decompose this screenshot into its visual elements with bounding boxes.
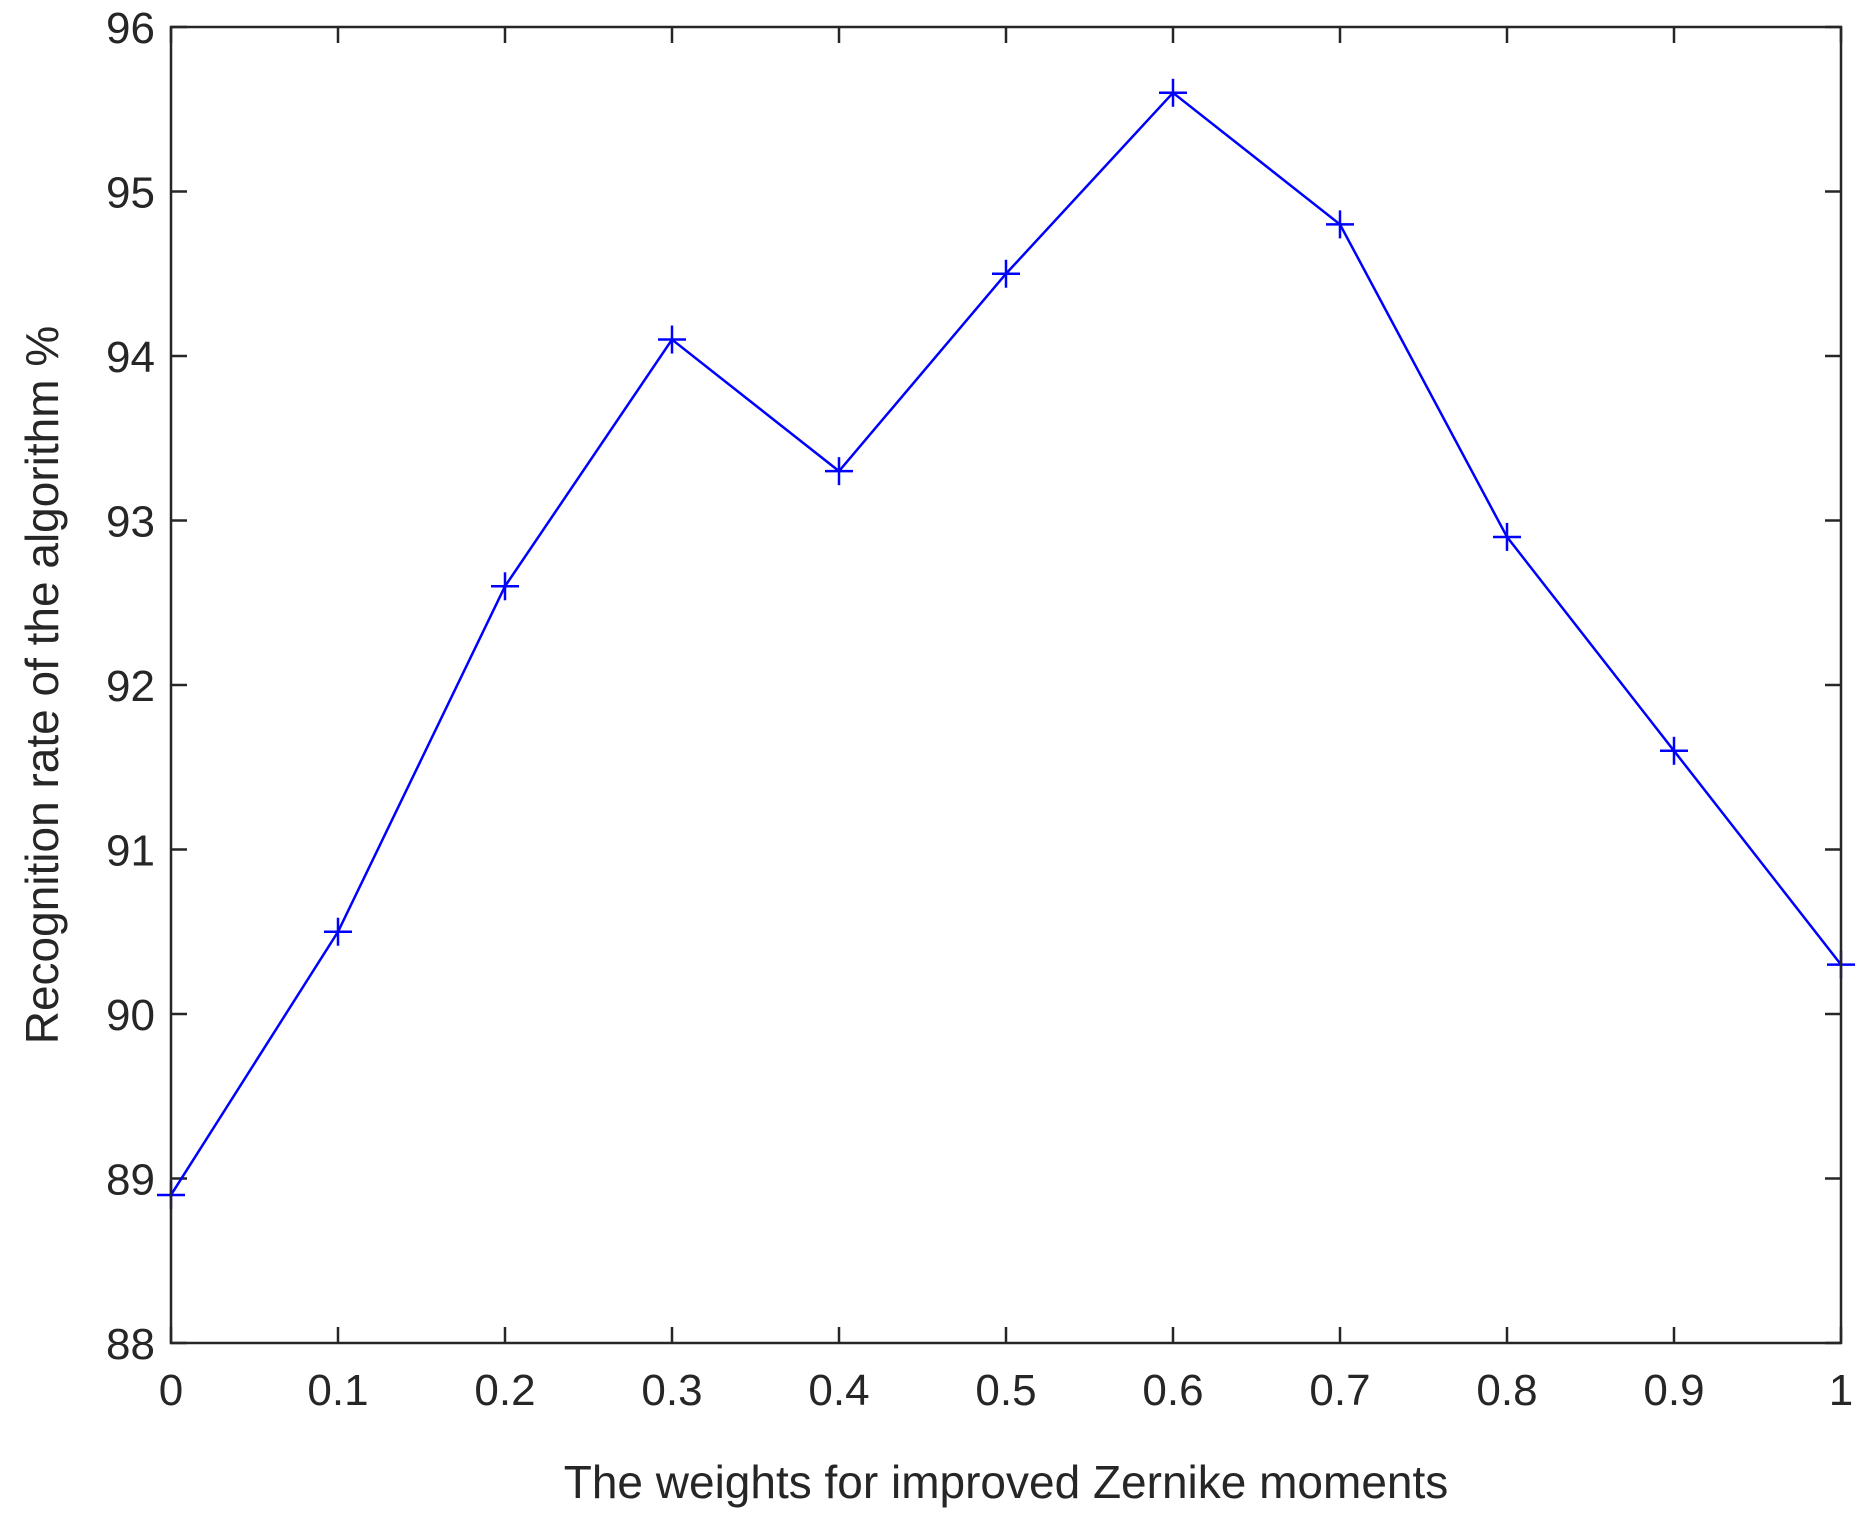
x-axis-title: The weights for improved Zernike moments — [564, 1456, 1449, 1508]
x-tick-label: 0.2 — [474, 1366, 535, 1415]
x-tick-label: 0.9 — [1643, 1366, 1704, 1415]
y-tick-label: 93 — [106, 498, 155, 547]
y-tick-label: 95 — [106, 169, 155, 218]
x-tick-label: 0.5 — [975, 1366, 1036, 1415]
y-tick-label: 92 — [106, 662, 155, 711]
y-axis-title: Recognition rate of the algorithm % — [16, 326, 68, 1045]
x-tick-label: 0.1 — [307, 1366, 368, 1415]
y-tick-label: 94 — [106, 333, 155, 382]
x-tick-label: 0.7 — [1309, 1366, 1370, 1415]
y-tick-label: 96 — [106, 4, 155, 53]
y-tick-label: 89 — [106, 1156, 155, 1205]
y-tick-label: 90 — [106, 991, 155, 1040]
x-tick-label: 0 — [159, 1366, 183, 1415]
data-point-marker — [1660, 736, 1688, 765]
axis-tick-labels: 0 0.1 0.2 0.3 0.4 0.5 0.6 0.7 0.8 0.9 1 88 89 90 91 92 9… — [106, 4, 1853, 1415]
y-tick-label: 91 — [106, 827, 155, 876]
plot-frame — [169, 25, 1843, 1345]
data-point-marker — [1493, 522, 1521, 551]
y-tick-label: 88 — [106, 1320, 155, 1369]
x-tick-label: 0.3 — [641, 1366, 702, 1415]
data-point-marker — [992, 259, 1020, 288]
x-tick-label: 0.4 — [808, 1366, 869, 1415]
x-tick-label: 0.8 — [1476, 1366, 1537, 1415]
plot-background — [171, 27, 1841, 1343]
data-point-marker — [658, 325, 686, 354]
data-point-marker — [1326, 210, 1354, 239]
data-point-marker — [825, 457, 853, 486]
data-point-marker — [324, 917, 352, 946]
x-tick-label: 0.6 — [1142, 1366, 1203, 1415]
x-tick-label: 1 — [1829, 1366, 1853, 1415]
data-point-marker — [491, 572, 519, 601]
data-point-marker — [1159, 78, 1187, 107]
